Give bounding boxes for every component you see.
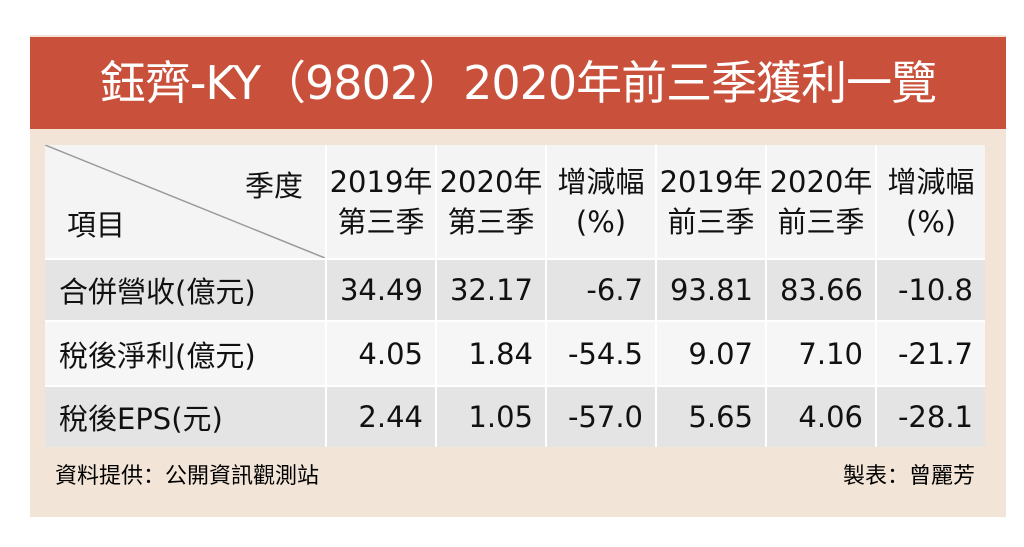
cell-value: -6.7 [545, 258, 655, 320]
cell-value: 9.07 [655, 320, 765, 385]
cell-value: 83.66 [765, 258, 875, 320]
cell-value: -21.7 [875, 320, 985, 385]
header-line: (%) [905, 204, 957, 239]
column-header: 增減幅 (%) [545, 145, 655, 258]
corner-cell: 季度項目 [45, 145, 325, 258]
cell-value: 34.49 [325, 258, 435, 320]
corner-top: 季度 [244, 169, 303, 203]
cell-value: 93.81 [655, 258, 765, 320]
header-line: 2020年 [769, 164, 873, 199]
credit: 製表：曾麗芳 [842, 464, 975, 489]
header-line: (%) [575, 204, 627, 239]
column-header: 增減幅 (%) [875, 145, 985, 258]
column-header: 2020年第三季 [435, 145, 545, 258]
row-label: 稅後EPS(元) [45, 385, 325, 447]
footer: 資料提供：公開資訊觀測站 製表：曾麗芳 [45, 452, 985, 496]
cell-value: 4.05 [325, 320, 435, 385]
cell-value: 2.44 [325, 385, 435, 447]
cell-value: -54.5 [545, 320, 655, 385]
cell-value: 1.84 [435, 320, 545, 385]
title: 鈺齊-KY（9802）2020年前三季獲利一覽 [30, 37, 1006, 129]
header-line: 第三季 [337, 204, 425, 239]
header-line: 增減幅 [887, 164, 975, 199]
source: 資料提供：公開資訊觀測站 [55, 464, 320, 489]
cell-value: 1.05 [435, 385, 545, 447]
row-label: 稅後淨利(億元) [45, 320, 325, 385]
header-line: 增減幅 [557, 164, 645, 199]
header-line: 2019年 [659, 164, 763, 199]
cell-value: 5.65 [655, 385, 765, 447]
header-line: 前三季 [667, 204, 755, 239]
cell-value: -57.0 [545, 385, 655, 447]
diagonal [45, 145, 325, 258]
cell-value: 4.06 [765, 385, 875, 447]
cell-value: -28.1 [875, 385, 985, 447]
header-line: 2019年 [329, 164, 433, 199]
corner-bottom: 項目 [67, 208, 126, 242]
header-line: 第三季 [447, 204, 535, 239]
column-header: 2019年前三季 [655, 145, 765, 258]
row-label: 合併營收(億元) [45, 258, 325, 320]
header-line: 2020年 [439, 164, 543, 199]
cell-value: 7.10 [765, 320, 875, 385]
column-header: 2019年第三季 [325, 145, 435, 258]
cell-value: -10.8 [875, 258, 985, 320]
cell-value: 32.17 [435, 258, 545, 320]
column-header: 2020年前三季 [765, 145, 875, 258]
header-line: 前三季 [777, 204, 865, 239]
